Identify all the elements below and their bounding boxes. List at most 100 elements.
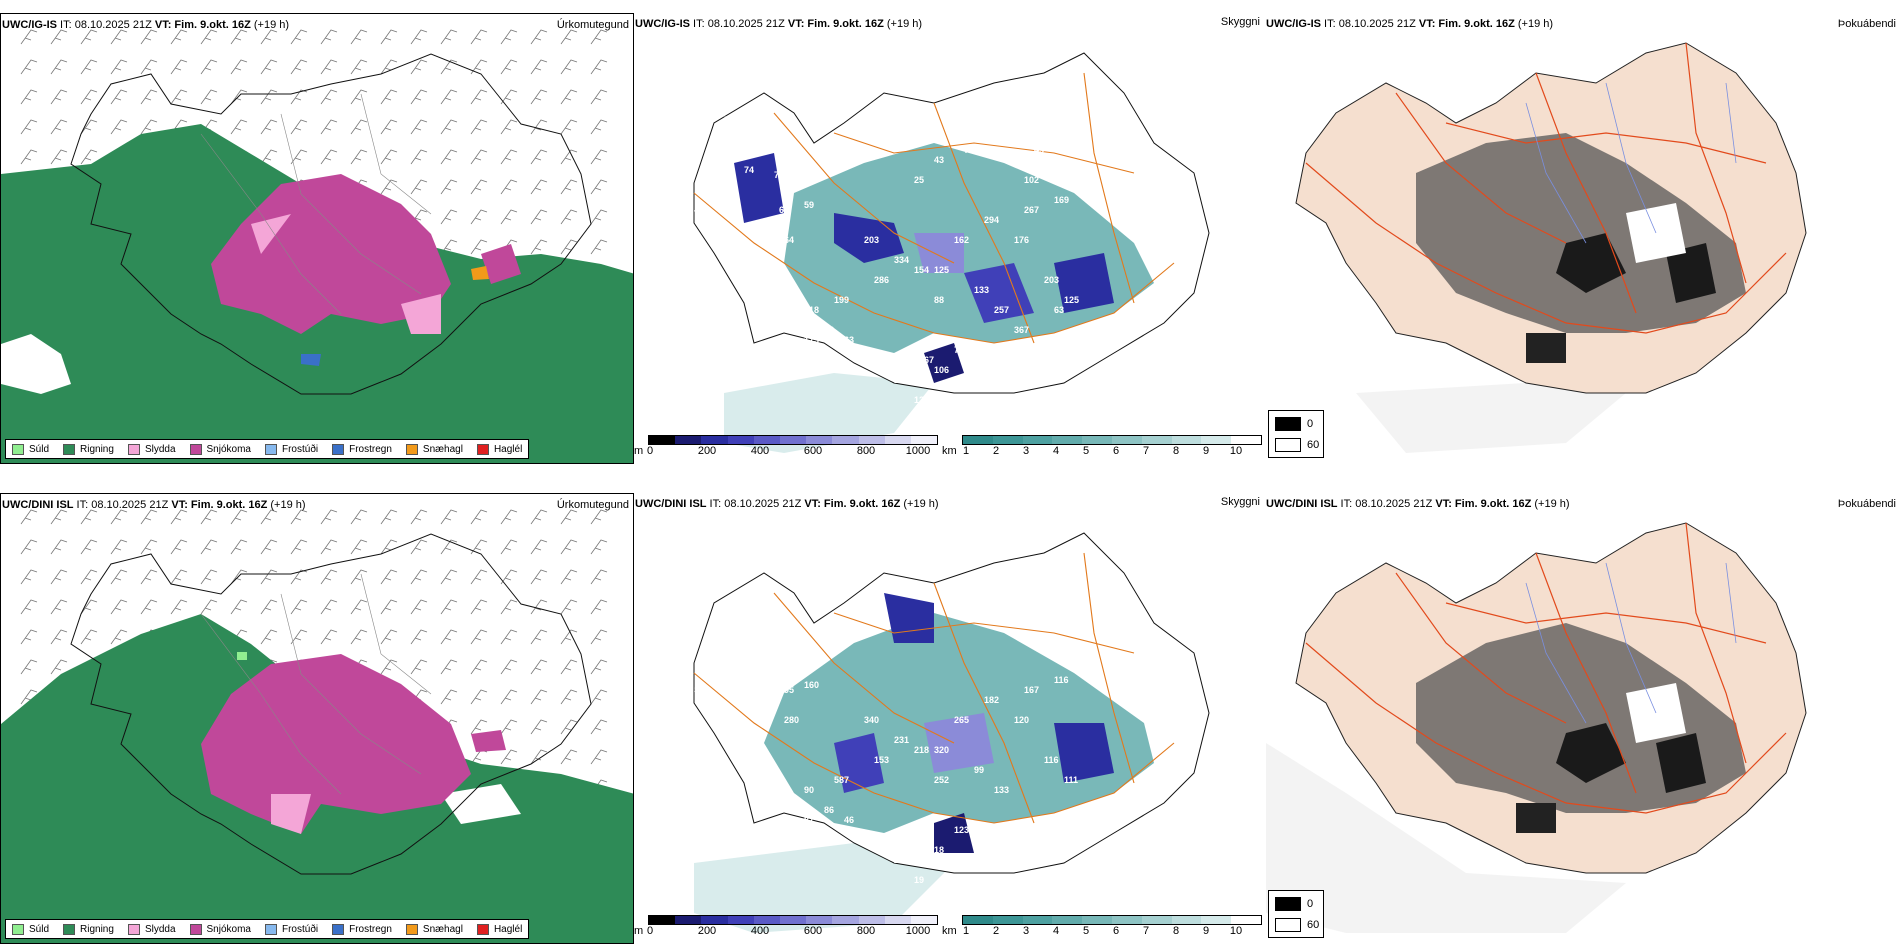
colorbar-segment (858, 436, 885, 444)
legend-swatch (332, 923, 345, 935)
wind-barb (470, 509, 488, 525)
wind-barb (290, 29, 308, 45)
height-unit: m (634, 445, 644, 457)
wind-barb (440, 599, 458, 615)
height-tick: 400 (750, 925, 770, 937)
wind-barb (380, 629, 398, 645)
legend-item: Frostúði (264, 443, 319, 455)
height-tick: 400 (750, 445, 770, 457)
wind-barb (140, 89, 158, 105)
wind-barb (440, 149, 458, 165)
precip-value-label: 67 (924, 835, 934, 845)
visibility-colorbar-bar (962, 435, 1262, 445)
wind-barb (260, 149, 278, 165)
wind-barb (170, 29, 188, 45)
valid-time: VT: Fim. 9.okt. 16Z (804, 498, 901, 510)
model-name: UWC/IG-IS (2, 19, 57, 31)
wind-barb (410, 569, 428, 585)
wind-barb (560, 119, 578, 135)
legend-swatch (189, 923, 202, 935)
run-time: IT: 08.10.2025 21Z (690, 18, 788, 30)
wind-barb (320, 29, 338, 45)
vis-tick: 4 (1052, 445, 1060, 457)
vis-tick: 3 (1022, 445, 1030, 457)
wind-barb (170, 599, 188, 615)
wind-barb (560, 599, 578, 615)
wind-barb (200, 29, 218, 45)
precip-value-label: 218 (914, 745, 929, 755)
precip-value-label: 367 (694, 685, 709, 695)
legend-label: Frostúði (281, 443, 319, 455)
wind-barb (170, 539, 188, 555)
vis-tick: 10 (1229, 925, 1243, 937)
wind-barb (50, 539, 68, 555)
precip-value-label: 43 (934, 155, 944, 165)
wind-barb (320, 539, 338, 555)
legend-label: Snæhagl (422, 443, 463, 455)
lead-time: (+19 h) (900, 498, 939, 510)
height-tick: 600 (803, 925, 823, 937)
wind-barb (380, 59, 398, 75)
fog-title: Þokuábendi (1837, 498, 1896, 510)
wind-barb (590, 29, 608, 45)
wind-barb (20, 539, 38, 555)
wind-barb (260, 29, 278, 45)
legend-swatch (264, 443, 277, 455)
precip-value-label: 28 (894, 855, 904, 865)
wind-barb (260, 119, 278, 135)
wind-barb (80, 59, 98, 75)
colorbar-segment (884, 916, 911, 924)
wind-barb (230, 509, 248, 525)
wind-barb (410, 89, 428, 105)
wind-barb (590, 749, 608, 765)
precip-value-label: 54 (724, 115, 734, 125)
precip-type-title: Úrkomutegund (556, 499, 629, 511)
wind-barb (590, 569, 608, 585)
height-colorbar-bar (648, 915, 938, 925)
wind-barb (470, 119, 488, 135)
panel-title: UWC/IG-IS IT: 08.10.2025 21Z VT: Fim. 9.… (2, 19, 289, 31)
colorbar-segment (832, 916, 859, 924)
visibility-svg-bottom: 139 107 72 170 367 133 195 160 280 340 153 218 265 18… (693, 532, 1210, 933)
wind-barb (560, 659, 578, 675)
wind-barb (590, 209, 608, 225)
precip-value-label: 252 (934, 775, 949, 785)
valid-time: VT: Fim. 9.okt. 16Z (171, 499, 268, 511)
precip-value-label: 74 (744, 165, 754, 175)
wind-barb (350, 119, 368, 135)
wind-barb (20, 599, 38, 615)
wind-barb (50, 29, 68, 45)
wind-barb (590, 179, 608, 195)
precip-value-label: 292 (724, 115, 739, 125)
legend-swatch (189, 443, 202, 455)
wind-barb (320, 59, 338, 75)
precip-value-label: 170 (774, 650, 789, 660)
wind-barb (290, 539, 308, 555)
wind-barb (590, 599, 608, 615)
precip-value-label: 70 (774, 170, 784, 180)
colorbar-segment (649, 436, 676, 444)
wind-barb (470, 569, 488, 585)
fog-map-top: UWC/IG-IS IT: 08.10.2025 21Z VT: Fim. 9.… (1266, 13, 1900, 464)
precip-value-label: 18 (934, 845, 944, 855)
precip-value-label: 123 (914, 395, 929, 405)
wind-barb (470, 629, 488, 645)
fog-swatch (1275, 897, 1301, 911)
legend-label: Rigning (80, 443, 114, 455)
colorbar-segment (992, 916, 1023, 924)
wind-barb (590, 539, 608, 555)
wind-barb (170, 59, 188, 75)
colorbar-segment (1141, 916, 1172, 924)
precip-value-label: 77 (954, 115, 964, 125)
vis-tick: 3 (1022, 925, 1030, 937)
wind-barb (530, 89, 548, 105)
colorbar-segment (727, 436, 754, 444)
wind-barb (290, 89, 308, 105)
colorbar-segment (753, 436, 780, 444)
legend-item: Snjókoma (189, 923, 251, 935)
visibility-svg-top: 54 57 74 70 40 53 62 59 64 203 286 154 162 294 125 176 2… (693, 52, 1210, 453)
precip-value-label: 320 (934, 745, 949, 755)
wind-barb (500, 119, 518, 135)
wind-barb (380, 119, 398, 135)
wind-barb (380, 509, 398, 525)
